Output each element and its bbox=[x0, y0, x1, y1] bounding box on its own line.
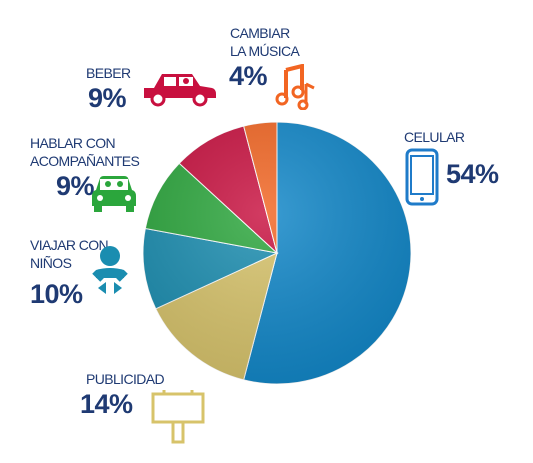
label-ninos-pct: 10% bbox=[30, 279, 83, 309]
label-publicidad-pct: 14% bbox=[80, 389, 133, 419]
label-celular-name: CELULAR bbox=[404, 129, 465, 145]
label-publicidad-name: PUBLICIDAD bbox=[86, 371, 165, 387]
label-hablar-line1: HABLAR CON bbox=[30, 135, 116, 151]
label-beber-name: BEBER bbox=[86, 65, 131, 81]
cellphone-icon bbox=[405, 148, 439, 206]
label-ninos-line1: VIAJAR CON bbox=[30, 237, 109, 253]
baby-icon bbox=[92, 246, 128, 294]
pie-shading bbox=[143, 122, 411, 384]
label-celular-pct: 54% bbox=[446, 159, 499, 189]
label-ninos-line2: NIÑOS bbox=[30, 255, 72, 271]
music-notes-icon bbox=[275, 64, 315, 110]
label-musica-line1: CAMBIAR bbox=[230, 25, 290, 41]
label-hablar-pct: 9% bbox=[56, 171, 95, 201]
label-musica-pct: 4% bbox=[229, 61, 268, 91]
label-hablar-line2: ACOMPAÑANTES bbox=[30, 153, 140, 169]
billboard-icon bbox=[151, 390, 205, 444]
car-passengers-icon bbox=[92, 176, 136, 212]
label-musica-line2: LA MÚSICA bbox=[230, 43, 300, 59]
car-drinking-icon bbox=[144, 74, 216, 107]
label-beber-pct: 9% bbox=[88, 83, 127, 113]
